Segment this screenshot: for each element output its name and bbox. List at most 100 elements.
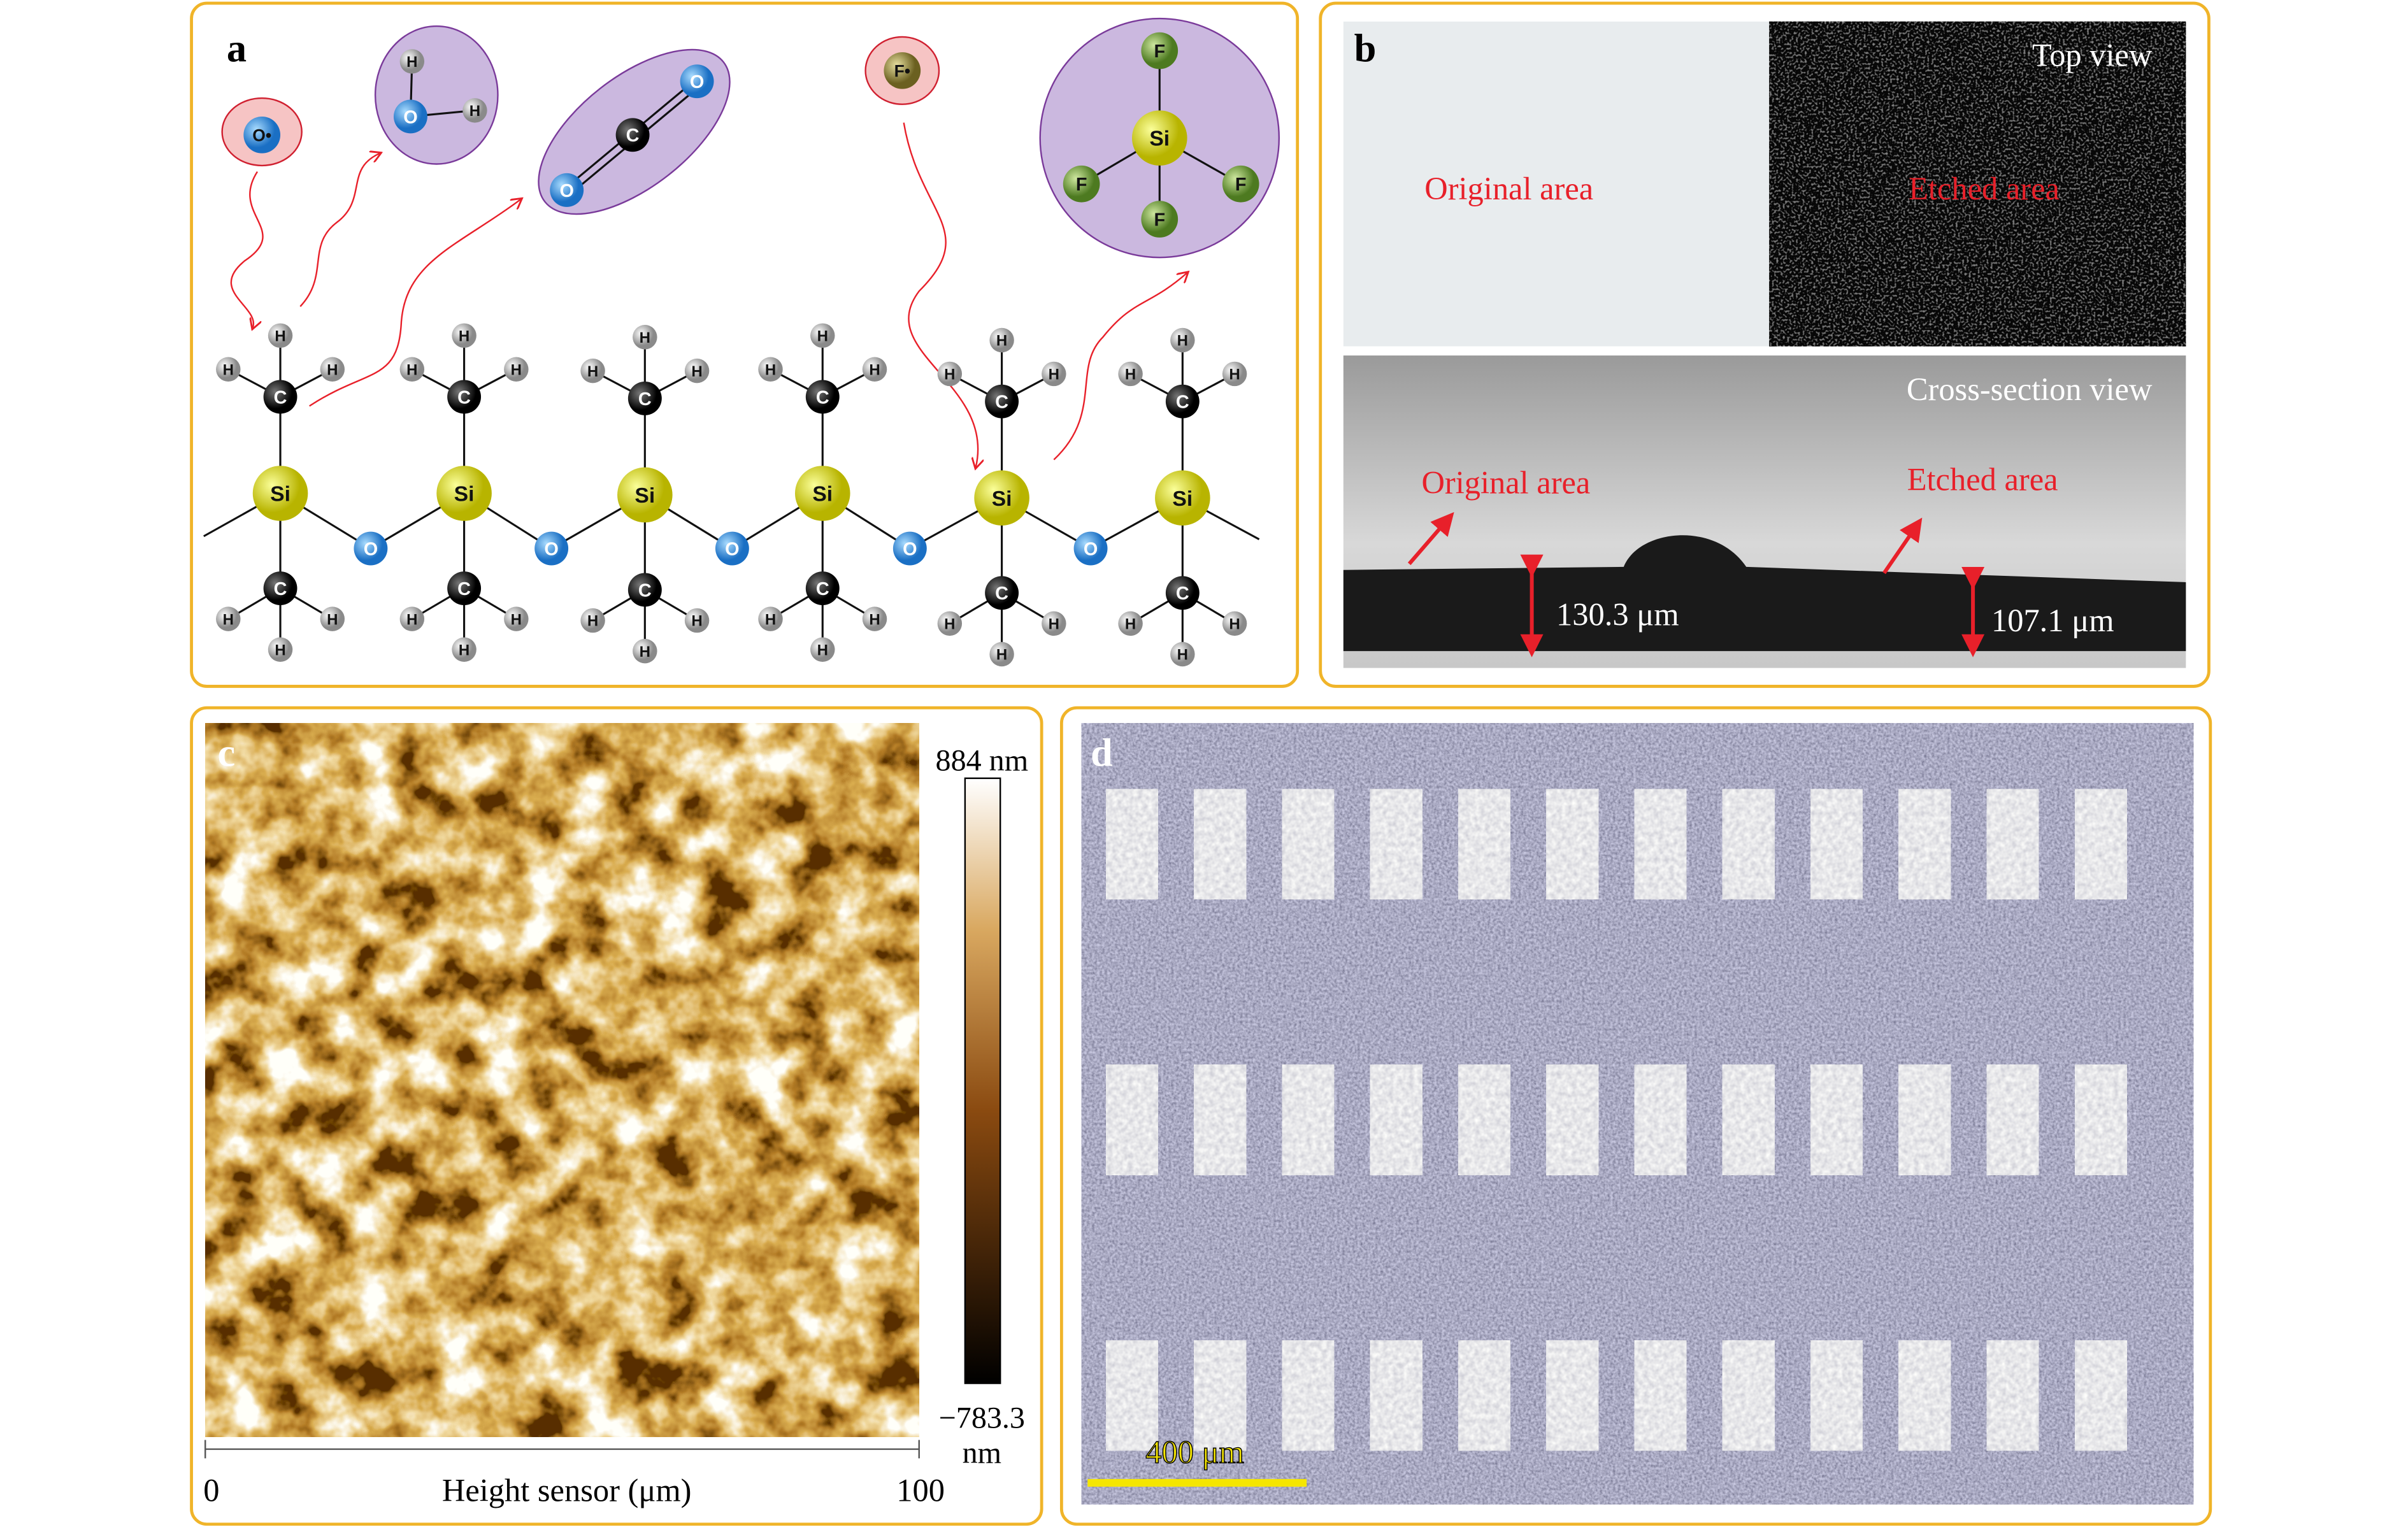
atom (1165, 576, 1200, 610)
etched-well (1722, 789, 1775, 899)
atom (263, 380, 297, 414)
etched-well (2075, 789, 2127, 899)
colorbar-max-label: 884 nm (936, 744, 1029, 778)
etched-well (1634, 1340, 1687, 1451)
atom (985, 576, 1019, 610)
area-label: Original area (1421, 464, 1590, 500)
atom (320, 357, 345, 382)
panel-label: c (217, 731, 235, 775)
atom (216, 606, 241, 631)
atom-symbol: H (327, 361, 338, 378)
atom (627, 381, 662, 415)
atom-symbol: Si (270, 483, 290, 506)
area-label: Etched area (1909, 171, 2060, 206)
atom (633, 638, 657, 664)
atom-symbol: H (944, 366, 955, 383)
atom-symbol: H (1125, 366, 1136, 383)
view-title: Cross-section view (1907, 371, 2153, 407)
view-title: Top view (2032, 38, 2153, 73)
atom (447, 380, 482, 414)
etched-well (1986, 789, 2039, 899)
atom-symbol: H (275, 327, 285, 345)
atom-symbol: H (1177, 333, 1188, 350)
atom-symbol: Si (812, 483, 833, 506)
etched-well (1986, 1340, 2039, 1451)
etched-well (2075, 1064, 2127, 1175)
atom (862, 357, 887, 382)
atom-symbol: H (406, 54, 417, 71)
colorbar-min-unit: nm (963, 1436, 1001, 1470)
atom (263, 571, 297, 606)
atom-symbol: C (1176, 583, 1189, 604)
atom-symbol: H (469, 103, 480, 120)
atom (758, 357, 783, 382)
atom (862, 606, 887, 631)
atom (462, 98, 487, 123)
atom-symbol: H (223, 361, 234, 378)
panel-c: c 884 nm −783.3 nm 0 Height sensor (μm) … (203, 723, 1028, 1508)
atom (393, 99, 427, 134)
atom-symbol: H (511, 611, 522, 628)
atom (805, 571, 840, 606)
atom-symbol: H (1049, 616, 1059, 633)
atoms: Si C C H H H H H H Si C C H H H H H H Si C C H H H H H H Si C C H H H H H H… (216, 32, 1259, 667)
atom (810, 637, 835, 662)
etched-well (1194, 1340, 1247, 1451)
atom-symbol: F (1154, 210, 1165, 230)
molecule-bubble (374, 25, 499, 165)
atom-symbol: O (559, 181, 573, 201)
atom-symbol: H (223, 611, 234, 628)
atom (805, 380, 840, 414)
atom-symbol: H (1177, 647, 1188, 664)
atom-symbol: H (1125, 616, 1136, 633)
atom (1118, 361, 1143, 387)
etched-well (1282, 1064, 1335, 1175)
reaction-arrow (903, 122, 978, 468)
reaction-arrow (309, 199, 521, 407)
etched-texture (1769, 21, 2186, 347)
pointer-arrow (1882, 517, 1923, 575)
atom (1170, 327, 1195, 353)
atom (354, 531, 388, 566)
etched-well (1370, 1340, 1423, 1451)
original-surface-image (1343, 21, 1773, 347)
atom (617, 467, 673, 523)
atom (1063, 165, 1100, 203)
atom (216, 357, 241, 382)
atom-symbol: C (995, 583, 1008, 604)
atom-symbol: Si (1149, 127, 1170, 151)
etched-well (1370, 789, 1423, 899)
area-label: Original area (1424, 171, 1593, 206)
atom-symbol: H (944, 616, 955, 633)
etched-well (1546, 789, 1599, 899)
etched-well (1194, 789, 1247, 899)
atom-symbol: H (869, 611, 880, 628)
panel-label: a (227, 25, 247, 70)
etched-well (1810, 1340, 1863, 1451)
atom-symbol: O (903, 539, 917, 559)
reaction-arrow (299, 154, 380, 307)
atom-symbol: C (816, 387, 829, 408)
atom (243, 116, 281, 154)
atom-symbol: Si (454, 483, 475, 506)
atom-symbol: O (725, 539, 739, 559)
atom (989, 641, 1014, 667)
atom (1155, 470, 1210, 526)
atom (399, 357, 425, 382)
panel-d: d 400 μm (1081, 723, 2194, 1505)
atom (447, 571, 482, 606)
atom (989, 327, 1014, 353)
atom (985, 384, 1019, 419)
atom-symbol: Si (634, 484, 655, 508)
atom (1165, 384, 1200, 419)
etched-well (1458, 1064, 1510, 1175)
etched-well (1634, 789, 1687, 899)
atom-symbol: C (274, 579, 287, 599)
atom (399, 49, 425, 74)
atom-symbol: O (544, 539, 558, 559)
atom-symbol: O (1084, 539, 1098, 559)
etched-well (1546, 1340, 1599, 1451)
atom-symbol: H (275, 641, 285, 659)
etched-well (1634, 1064, 1687, 1175)
